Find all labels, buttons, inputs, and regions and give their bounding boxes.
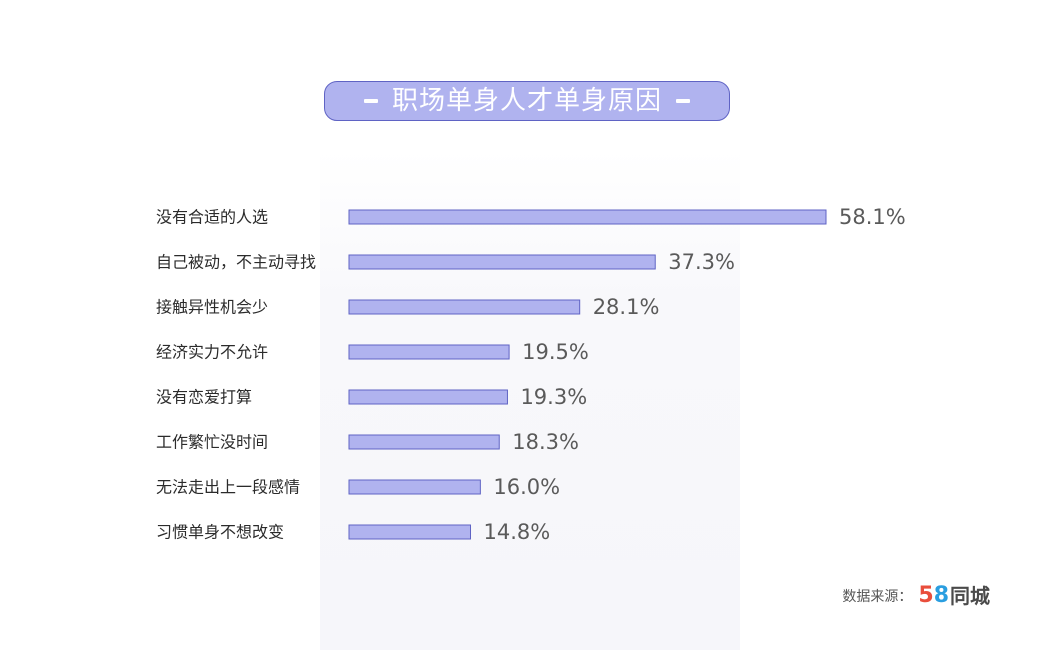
title-left-dash: [363, 99, 378, 103]
bar: [348, 299, 581, 315]
category-label: 习惯单身不想改变: [156, 523, 284, 542]
value-label: 16.0%: [493, 475, 560, 499]
bar: [348, 254, 656, 270]
logo-name: 同城: [950, 584, 990, 608]
bar: [348, 479, 481, 495]
58-tongcheng-logo: 5 8 同城: [918, 585, 990, 607]
bar: [348, 209, 827, 225]
value-label: 37.3%: [668, 250, 735, 274]
value-label: 28.1%: [593, 295, 660, 319]
bar: [348, 434, 500, 450]
category-label: 自己被动，不主动寻找: [156, 253, 316, 272]
value-label: 19.3%: [520, 385, 587, 409]
data-source: 数据来源： 5 8 同城: [842, 583, 990, 609]
bar: [348, 389, 508, 405]
logo-digit-8: 8: [933, 583, 949, 608]
value-label: 14.8%: [484, 520, 551, 544]
category-label: 无法走出上一段感情: [156, 478, 300, 497]
value-label: 18.3%: [512, 430, 579, 454]
bar: [348, 344, 510, 360]
category-label: 没有合适的人选: [156, 208, 268, 227]
chart-title: 职场单身人才单身原因: [391, 86, 662, 116]
category-label: 经济实力不允许: [156, 343, 268, 362]
category-label: 没有恋爱打算: [156, 388, 252, 407]
title-banner: 职场单身人才单身原因: [324, 81, 730, 121]
source-label: 数据来源：: [842, 589, 913, 605]
category-label: 接触异性机会少: [156, 298, 268, 317]
title-right-dash: [676, 99, 690, 103]
value-label: 19.5%: [522, 340, 589, 364]
value-label: 58.1%: [839, 205, 906, 229]
category-label: 工作繁忙没时间: [156, 433, 268, 452]
bar: [348, 524, 472, 540]
logo-digit-5: 5: [918, 583, 934, 608]
